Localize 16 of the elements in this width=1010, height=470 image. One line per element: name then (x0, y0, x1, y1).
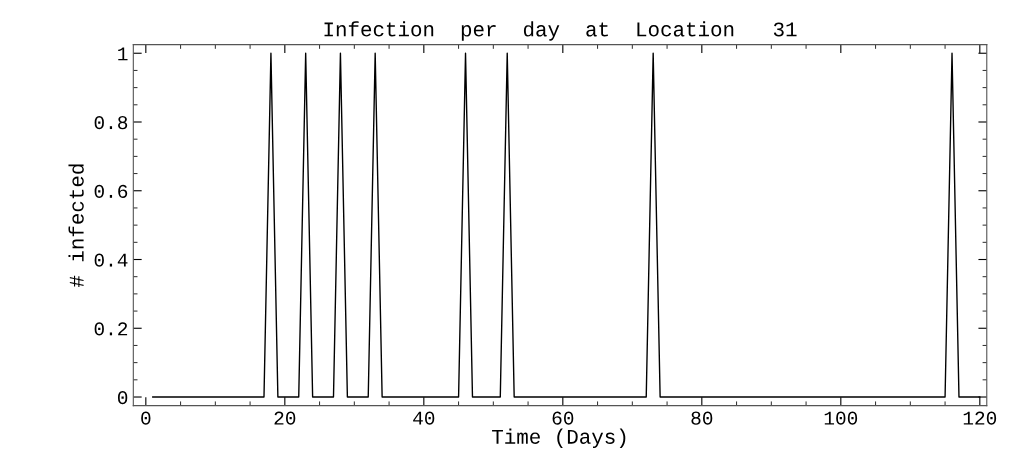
y-tick-label: 0 (117, 391, 128, 405)
y-tick-label: 0.2 (94, 322, 128, 336)
x-tick-label: 120 (963, 411, 997, 425)
x-tick-label: 20 (274, 411, 296, 425)
x-axis-title: Time (Days) (492, 428, 626, 449)
y-axis-title: # infected (68, 164, 84, 288)
x-tick-label: 100 (824, 411, 858, 425)
x-tick-label: 60 (552, 411, 574, 425)
y-tick-label: 0.8 (94, 116, 128, 130)
chart-title: Infection per day at Location 31 (324, 21, 797, 41)
x-tick-label: 0 (141, 411, 151, 425)
x-tick-label: 80 (691, 411, 713, 425)
y-tick-label: 0.4 (94, 253, 128, 267)
y-tick-label: 1 (118, 47, 128, 61)
y-tick-label: 0.6 (94, 184, 128, 198)
x-tick-label: 40 (413, 411, 435, 425)
